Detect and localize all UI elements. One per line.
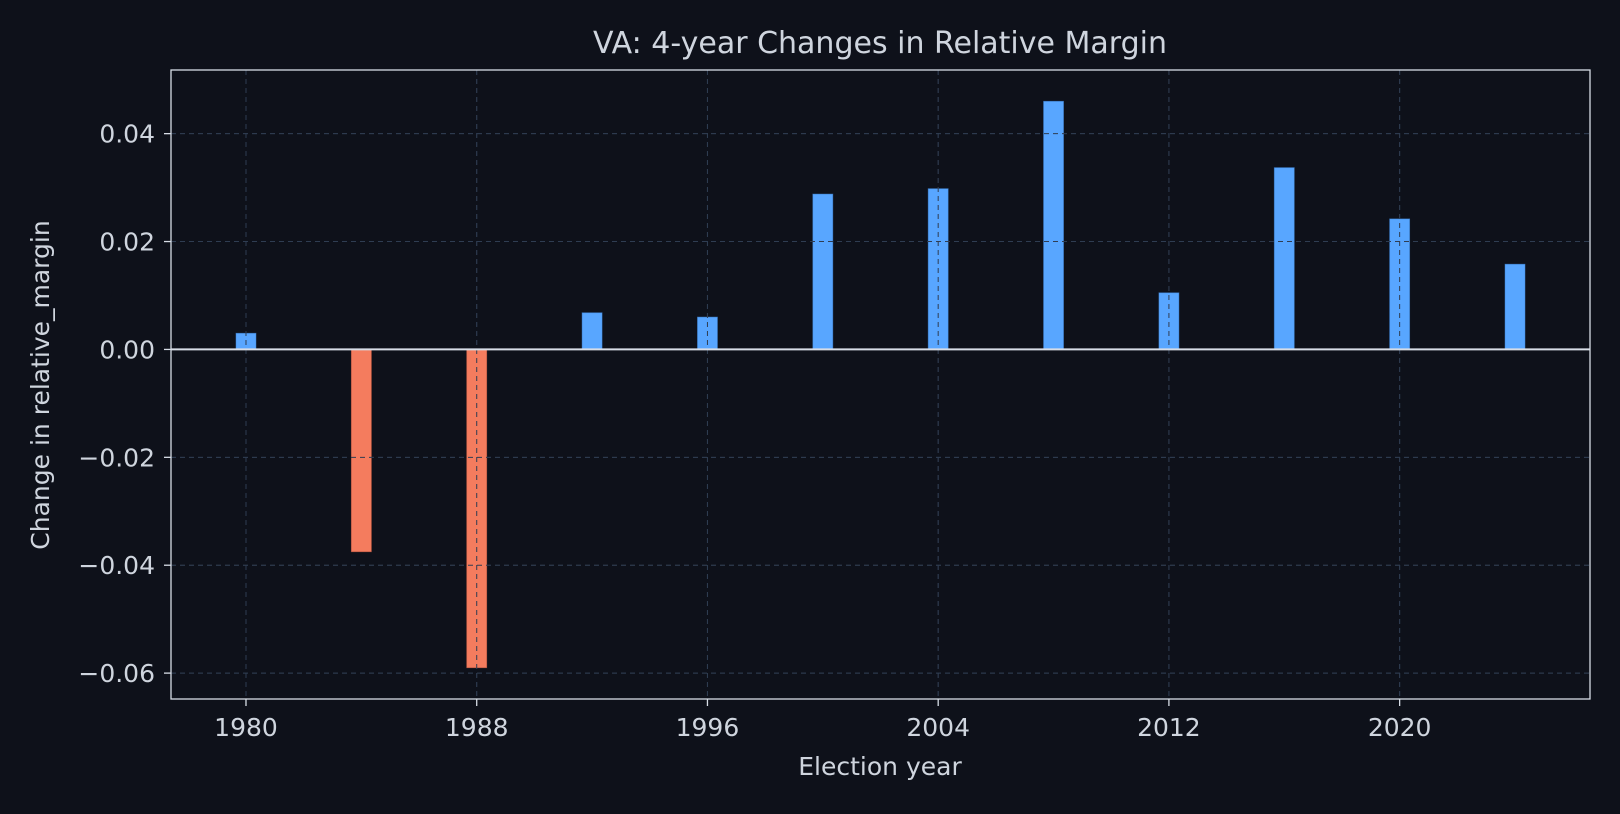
x-tick-label: 1980 <box>214 713 278 742</box>
grid-layer <box>171 70 1590 699</box>
plot-frame <box>170 69 1591 700</box>
bar-1984 <box>350 349 372 553</box>
chart-title: VA: 4-year Changes in Relative Margin <box>593 26 1167 61</box>
y-tick-label: 0.00 <box>99 335 155 364</box>
y-tick-label: 0.02 <box>99 228 155 257</box>
axis-layer: 1980 1988 1996 2004 2012 2020 0.04 0.02 0.00 −0.0… <box>78 69 1591 742</box>
bar-2016 <box>1273 167 1295 350</box>
y-tick-label: −0.02 <box>78 443 155 472</box>
x-tick-label: 2012 <box>1137 713 1201 742</box>
bar-2020 <box>1389 218 1411 350</box>
x-axis-label: Election year <box>798 752 962 781</box>
y-tick-label: 0.04 <box>99 120 155 149</box>
bar-layer <box>171 70 1590 699</box>
y-axis-label: Change in relative_margin <box>26 220 55 549</box>
x-tick-label: 1988 <box>445 713 509 742</box>
bar-2024 <box>1504 263 1526 350</box>
bar-2000 <box>812 193 834 350</box>
y-tick-label: −0.04 <box>78 551 155 580</box>
x-tick-label: 1996 <box>676 713 740 742</box>
bar-2008 <box>1043 100 1064 350</box>
x-tick-label: 2020 <box>1368 713 1432 742</box>
bar-1992 <box>581 312 603 350</box>
x-tick-label: 2004 <box>906 713 970 742</box>
y-tick-label: −0.06 <box>78 659 155 688</box>
plot-area <box>171 70 1590 699</box>
